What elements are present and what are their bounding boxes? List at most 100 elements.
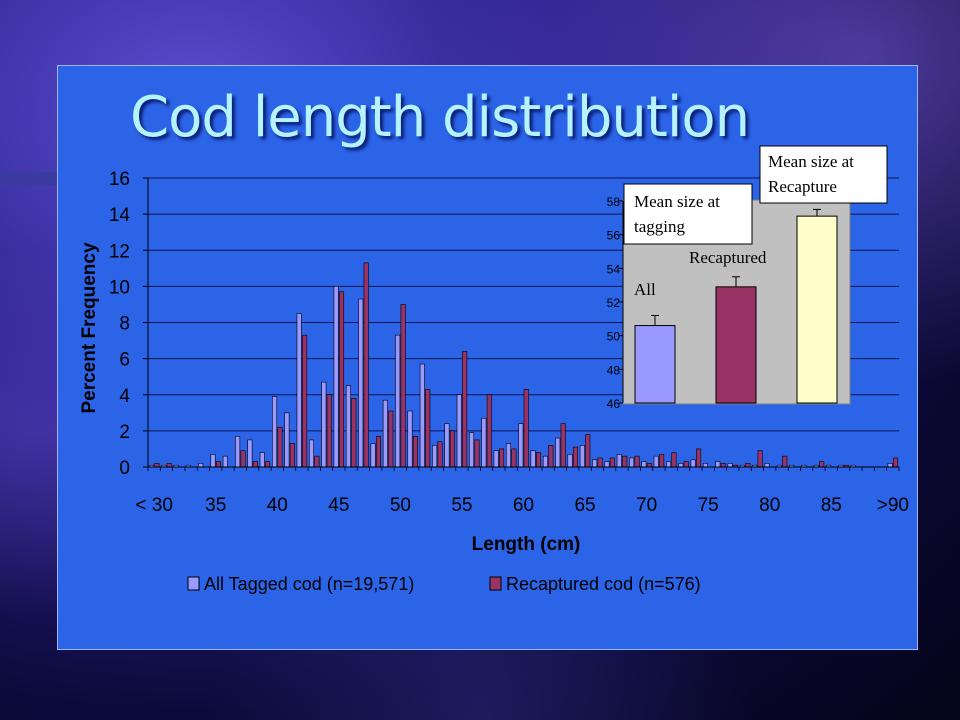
bar-all-tagged	[370, 443, 376, 468]
legend-label-recaptured: Recaptured cod (n=576)	[506, 574, 701, 594]
bar-recaptured	[572, 446, 578, 468]
bar-all-tagged	[678, 463, 684, 468]
bar-all-tagged	[222, 455, 228, 468]
y-tick-label: 12	[109, 241, 130, 262]
legend-swatch-all-tagged	[187, 576, 200, 591]
bar-recaptured	[351, 398, 357, 468]
bar-recaptured	[486, 394, 492, 468]
bar-recaptured	[326, 394, 332, 468]
inset-y-tick-label: 54	[607, 262, 621, 276]
bar-all-tagged	[616, 454, 622, 468]
bar-recaptured	[375, 435, 381, 468]
bar-all-tagged	[690, 459, 696, 468]
bar-all-tagged	[210, 454, 216, 468]
inset-y-tick-label: 48	[607, 363, 621, 377]
bar-all-tagged	[333, 286, 339, 468]
inset-y-tick-label: 46	[607, 397, 621, 411]
bar-recaptured	[252, 461, 258, 468]
bar-all-tagged	[887, 463, 893, 468]
bar-recaptured	[671, 452, 677, 468]
inset-y-axis: 46 48 50 52 54 56 58	[607, 195, 624, 411]
bar-recaptured	[720, 463, 726, 468]
bar-recaptured	[289, 443, 295, 468]
bar-recaptured	[696, 448, 702, 468]
bar-all-tagged	[604, 461, 610, 468]
x-tick-label: 55	[451, 495, 472, 516]
bar-all-tagged	[764, 463, 770, 468]
bar-recaptured	[474, 439, 480, 468]
bar-all-tagged	[653, 455, 659, 468]
bar-recaptured	[536, 452, 542, 468]
annotation-tagging: Mean size at tagging	[634, 192, 724, 236]
bar-recaptured	[585, 434, 591, 468]
bar-all-tagged	[382, 399, 388, 468]
bar-recaptured	[400, 304, 406, 468]
x-axis-label: Length (cm)	[472, 534, 581, 555]
bar-recaptured	[462, 351, 468, 468]
bar-all-tagged	[259, 452, 265, 468]
bar-all-tagged	[481, 417, 487, 468]
bar-all-tagged	[321, 381, 327, 468]
bar-recaptured	[425, 389, 431, 468]
x-tick-label: 45	[328, 495, 349, 516]
inset-label-all: All	[634, 280, 656, 299]
bar-recaptured	[265, 461, 271, 468]
bar-recaptured	[499, 448, 505, 468]
x-tick-label: 35	[205, 495, 226, 516]
y-tick-label: 16	[109, 169, 130, 190]
bar-recaptured	[449, 430, 455, 468]
bar-all-tagged	[419, 363, 425, 468]
bar-all-tagged	[715, 461, 721, 468]
bar-all-tagged	[579, 445, 585, 468]
bar-all-tagged	[247, 439, 253, 468]
bar-all-tagged	[432, 445, 438, 468]
inset-bar	[715, 286, 757, 404]
bar-recaptured	[782, 455, 788, 468]
bar-recaptured	[597, 457, 603, 468]
bar-recaptured	[388, 410, 394, 468]
inset-bars	[634, 208, 838, 404]
y-tick-label: 4	[119, 386, 130, 407]
bar-recaptured	[646, 463, 652, 468]
y-tick-label: 10	[109, 277, 130, 298]
y-tick-label: 14	[109, 205, 131, 226]
bar-all-tagged	[629, 457, 635, 468]
bar-recaptured	[683, 461, 689, 468]
annotation-box-tagging	[623, 183, 753, 245]
bar-all-tagged	[493, 450, 499, 468]
bar-all-tagged	[308, 439, 315, 468]
inset-bar	[796, 215, 838, 404]
annotation-box-recapture	[759, 145, 888, 204]
bar-recaptured	[659, 454, 665, 468]
x-tick-label: 85	[821, 495, 842, 516]
bar-all-tagged	[518, 423, 524, 468]
inset-y-tick-label: 58	[607, 195, 621, 209]
bar-all-tagged	[284, 412, 290, 468]
bar-recaptured	[437, 441, 443, 468]
x-tick-label: 80	[759, 495, 780, 516]
inset-chart: 46 48 50 52 54 56 58 Mean size at tagging Mean…	[607, 145, 888, 411]
bar-recaptured	[548, 445, 554, 468]
bar-all-tagged	[272, 396, 278, 468]
bar-recaptured	[363, 262, 369, 468]
bar-recaptured	[166, 463, 172, 468]
inset-bar	[634, 325, 676, 404]
y-axis-label: Percent Frequency	[79, 242, 100, 413]
bar-all-tagged	[296, 313, 302, 468]
bar-recaptured	[314, 455, 320, 468]
bar-recaptured	[215, 461, 221, 468]
x-tick-label: 60	[513, 495, 534, 516]
slide-title: Cod length distribution	[130, 85, 750, 150]
bar-recaptured	[523, 389, 529, 468]
bar-all-tagged	[456, 394, 462, 468]
bar-recaptured	[893, 457, 899, 468]
bar-all-tagged	[555, 437, 561, 468]
bar-all-tagged	[395, 334, 401, 468]
bar-recaptured	[339, 291, 345, 468]
decorative-stripe	[0, 172, 60, 186]
bar-all-tagged	[407, 410, 413, 468]
bar-all-tagged	[469, 432, 475, 468]
bar-recaptured	[240, 450, 246, 468]
bar-all-tagged	[641, 461, 647, 468]
